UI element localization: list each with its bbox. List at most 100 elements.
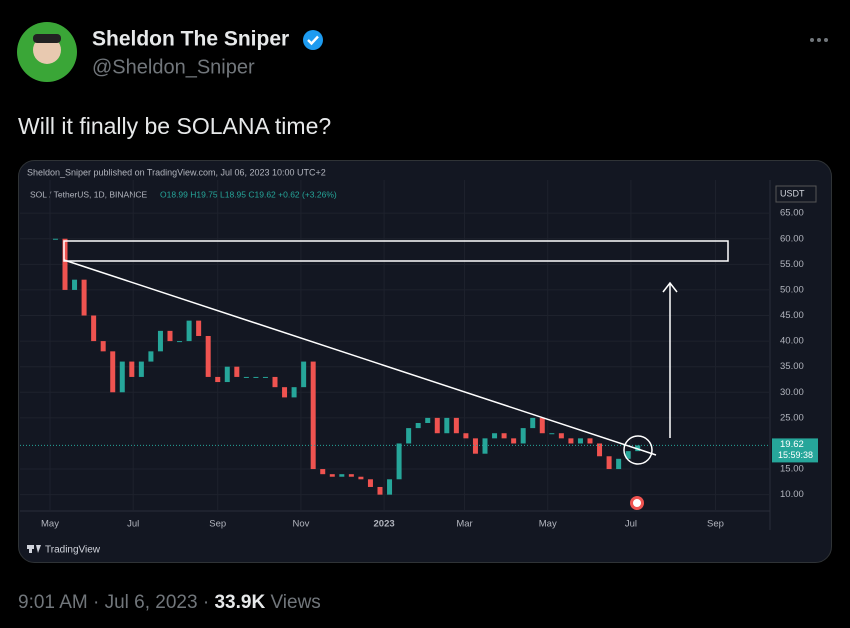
candle xyxy=(62,238,68,290)
candle xyxy=(196,320,202,336)
event-icon-inner xyxy=(633,499,641,507)
candle xyxy=(387,479,393,495)
countdown: 15:59:38 xyxy=(778,450,813,460)
y-tick-label: 35.00 xyxy=(780,361,804,372)
candle xyxy=(558,433,564,439)
last-price-box xyxy=(772,438,818,463)
candle xyxy=(425,417,431,423)
symbol: SOL / TetherUS, 1D, BINANCE xyxy=(30,189,147,199)
published-line: Sheldon_Sniper published on TradingView.… xyxy=(27,167,326,177)
candle xyxy=(243,376,249,378)
x-tick-label: Jul xyxy=(625,519,637,530)
candle xyxy=(616,458,622,470)
candle xyxy=(253,376,259,378)
candle xyxy=(205,335,211,377)
candle xyxy=(396,443,402,480)
candle xyxy=(453,417,459,434)
candle xyxy=(167,330,173,342)
date[interactable]: Jul 6, 2023 xyxy=(105,592,198,613)
x-tick-label: May xyxy=(539,519,557,530)
candle xyxy=(406,428,412,444)
candle xyxy=(282,387,288,398)
candle xyxy=(52,238,58,240)
candle xyxy=(119,361,125,393)
currency: USDT xyxy=(780,188,805,198)
x-tick-label: May xyxy=(41,519,59,530)
candle xyxy=(625,451,631,459)
currency-box xyxy=(775,185,817,203)
candle xyxy=(224,366,230,383)
candle xyxy=(138,361,144,377)
tv-logo xyxy=(27,545,41,553)
candle xyxy=(339,474,345,477)
plot: 65.00 60.00 55.00 50.00 45.00 40.00 35.00 30.00… xyxy=(20,180,818,530)
y-tick-label: 60.00 xyxy=(780,233,804,244)
separator: · xyxy=(203,592,209,613)
candle xyxy=(463,433,469,439)
candle xyxy=(234,366,240,377)
x-tick-label: Mar xyxy=(456,519,472,530)
y-tick-label: 65.00 xyxy=(780,208,804,219)
annotations xyxy=(63,240,729,465)
y-tick-label: 10.00 xyxy=(780,489,804,500)
candle xyxy=(549,433,555,435)
candle xyxy=(577,438,583,444)
trend-line xyxy=(63,259,657,456)
breakout-circle xyxy=(623,435,653,465)
x-tick-label: Nov xyxy=(292,519,309,530)
more-button[interactable] xyxy=(810,38,828,42)
candle xyxy=(415,422,421,429)
candle xyxy=(148,351,154,362)
candle xyxy=(530,417,536,429)
candle xyxy=(434,417,440,434)
candle xyxy=(606,456,612,470)
candle xyxy=(291,387,297,398)
candle xyxy=(358,476,364,480)
candle xyxy=(272,376,278,388)
candle xyxy=(177,341,183,343)
handle[interactable]: @Sheldon_Sniper xyxy=(92,56,255,78)
verified-badge xyxy=(303,30,323,50)
candle xyxy=(329,474,335,477)
chart-card[interactable] xyxy=(18,160,832,563)
time[interactable]: 9:01 AM xyxy=(18,592,88,613)
last-price: 19.62 xyxy=(780,439,804,450)
candle xyxy=(367,479,373,487)
candle xyxy=(100,341,106,352)
candle xyxy=(511,438,517,444)
y-tick-label: 15.00 xyxy=(780,464,804,475)
candle xyxy=(377,486,383,495)
views-label: Views xyxy=(270,592,320,613)
candle xyxy=(482,438,488,454)
x-tick-label: 2023 xyxy=(374,519,395,530)
x-tick-label: Sep xyxy=(707,519,724,530)
candle xyxy=(81,279,87,316)
x-tick-label: Jul xyxy=(127,519,139,530)
y-tick-label: 50.00 xyxy=(780,284,804,295)
target-zone xyxy=(63,240,729,262)
candle xyxy=(492,433,498,439)
y-tick-label: 40.00 xyxy=(780,336,804,347)
candle xyxy=(72,279,78,290)
author-name[interactable]: Sheldon The Sniper xyxy=(92,28,289,51)
views-count: 33.9K xyxy=(214,592,265,613)
candle xyxy=(110,351,116,393)
candle xyxy=(215,376,221,383)
candle xyxy=(520,428,526,444)
avatar-hat xyxy=(33,34,61,43)
y-tick-label: 30.00 xyxy=(780,387,804,398)
x-tick-label: Sep xyxy=(209,519,226,530)
candle xyxy=(262,376,268,378)
candle xyxy=(91,315,97,342)
y-tick-label: 45.00 xyxy=(780,310,804,321)
separator: · xyxy=(93,592,99,613)
candle xyxy=(539,417,545,434)
footer: 9:01 AM · Jul 6, 2023 · 33.9K Views xyxy=(18,592,321,613)
tweet-text: Will it finally be SOLANA time? xyxy=(18,113,331,139)
branding: TradingView xyxy=(45,545,101,556)
candle xyxy=(186,320,192,342)
candle xyxy=(587,438,593,444)
candle xyxy=(348,474,354,477)
